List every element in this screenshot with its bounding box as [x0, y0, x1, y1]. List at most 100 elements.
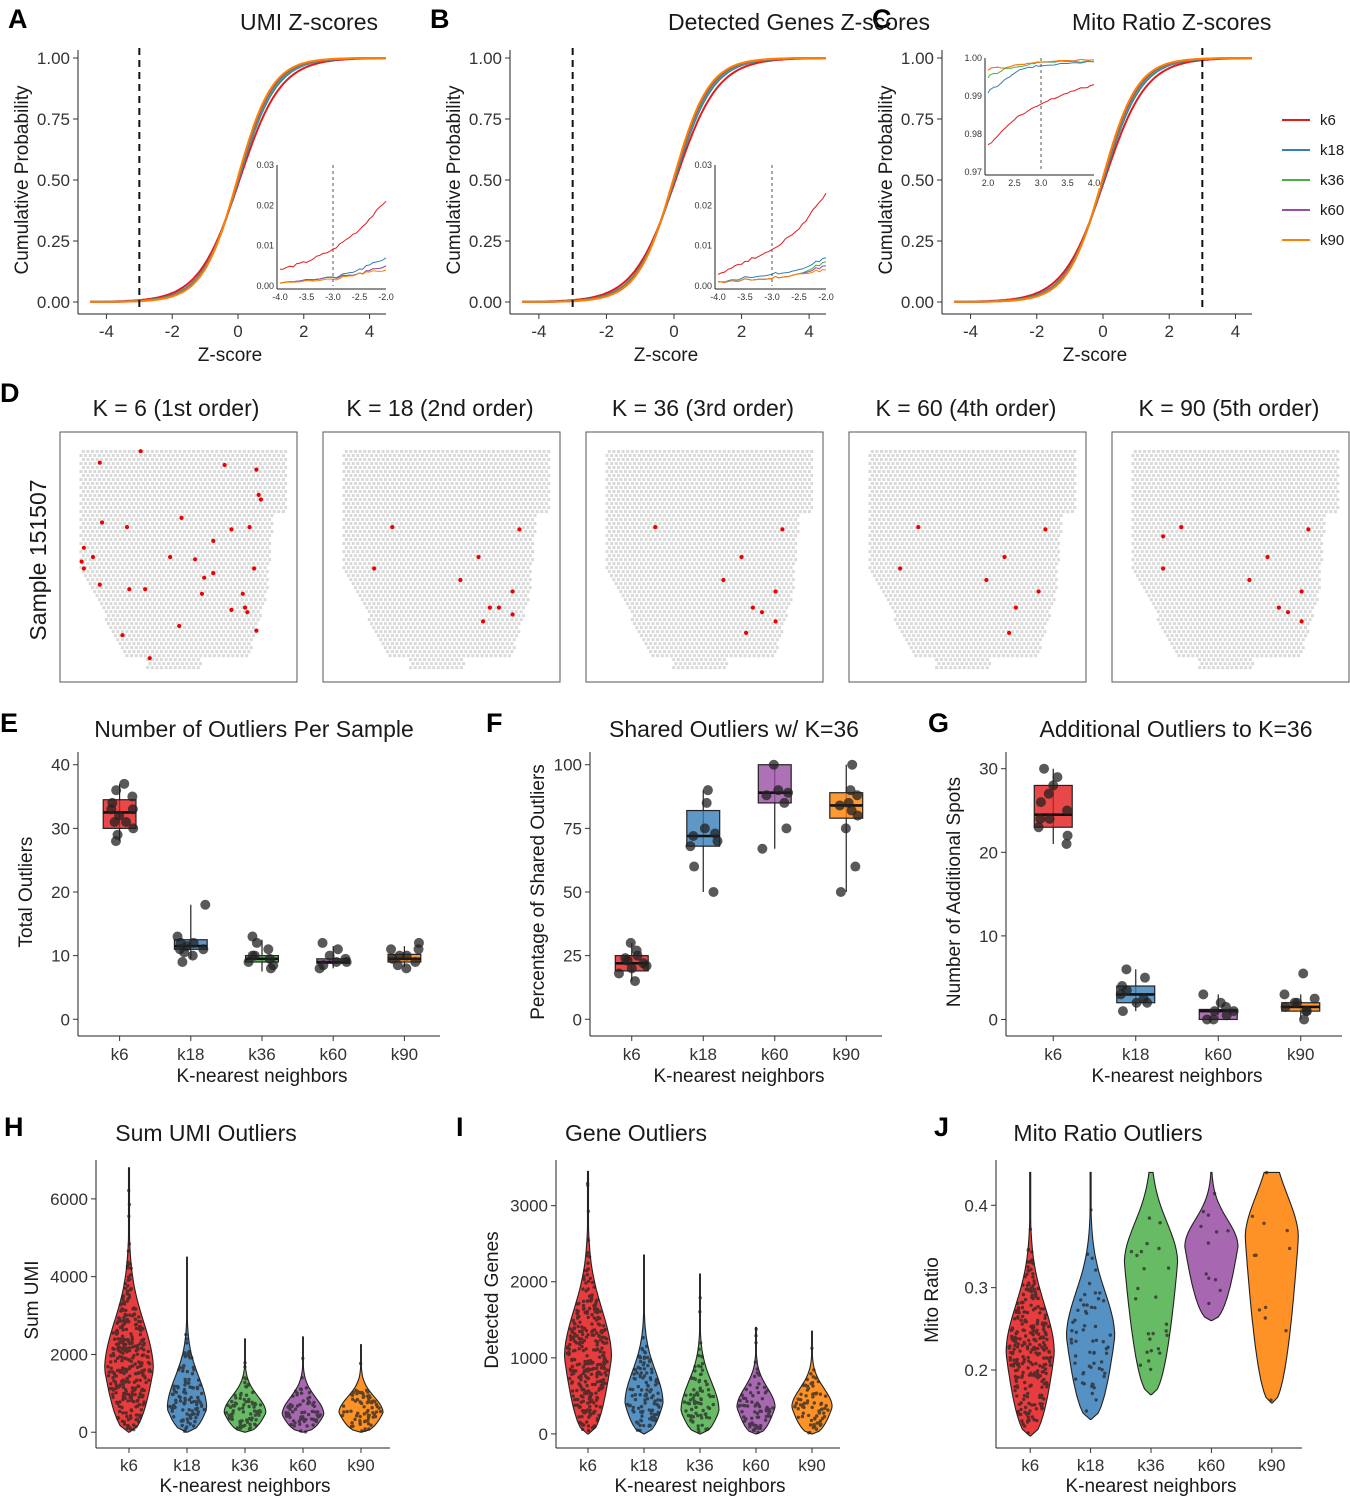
outlier-spot [254, 628, 259, 633]
outlier-spot [1247, 577, 1252, 583]
x-tick-label: 0 [233, 322, 242, 341]
panel-letter-e: E [0, 708, 18, 738]
panel-letter-c: C [872, 4, 892, 34]
data-point [179, 947, 190, 958]
data-point [1228, 1006, 1239, 1017]
tissue-spots [868, 450, 1077, 670]
outlier-spot [1299, 619, 1304, 624]
outlier-spot [898, 566, 903, 571]
inset-line-k6 [987, 84, 1095, 146]
y-tick-label: 20 [51, 883, 70, 902]
y-tick-label: 0.75 [469, 110, 502, 129]
panel-letter-h: H [4, 1112, 24, 1142]
y-tick-label: 0.00 [37, 293, 70, 312]
inset-y-tick-label: 0.03 [256, 160, 274, 170]
chart-title: Gene Outliers [565, 1120, 707, 1146]
y-tick-label: 1.00 [901, 49, 934, 68]
inset-x-tick-label: -4.0 [272, 292, 288, 302]
spatial-title-k90: K = 90 (5th order) [1139, 395, 1320, 421]
inset-y-tick-label: 0.99 [964, 91, 982, 101]
x-tick-label: 2 [737, 322, 746, 341]
data-point [846, 805, 857, 816]
data-point [757, 843, 768, 854]
x-tick-label: k36 [231, 1456, 258, 1475]
inset-y-tick-label: 0.98 [964, 129, 982, 139]
cdf-line-k90 [953, 57, 1252, 303]
outlier-spot [480, 619, 486, 624]
y-tick-label: 0 [79, 1423, 88, 1442]
chart-title: Detected Genes Z-scores [668, 9, 930, 35]
x-tick-label: k6 [1021, 1456, 1039, 1475]
y-axis-label: Mito Ratio [922, 1257, 943, 1343]
y-tick-label: 6000 [50, 1190, 88, 1209]
panel-letter-f: F [486, 708, 503, 738]
data-point [1121, 964, 1132, 975]
outlier-spot [97, 582, 102, 587]
outlier-spot [222, 462, 227, 468]
data-point [689, 861, 700, 872]
jitter-points-k18 [1069, 1208, 1112, 1413]
data-point [318, 960, 329, 971]
chart-title: Sum UMI Outliers [115, 1120, 296, 1146]
data-point [175, 937, 186, 948]
outlier-spot [254, 467, 259, 472]
legend-label: k60 [1320, 202, 1344, 219]
inset-line-k60 [279, 265, 387, 284]
outlier-spot [916, 525, 921, 530]
y-tick-label: 30 [979, 760, 998, 779]
y-tick-label: 10 [51, 947, 70, 966]
y-tick-label: 2000 [50, 1345, 88, 1364]
jitter-points-k18 [625, 1336, 663, 1433]
spatial-map-36 [585, 431, 824, 683]
data-point [331, 957, 342, 967]
panel-letter-a: A [8, 4, 28, 34]
outlier-spot [193, 557, 198, 562]
outlier-spot [240, 591, 245, 596]
chart-title: Number of Outliers Per Sample [94, 716, 414, 742]
outlier-spot [1306, 527, 1311, 532]
data-point [835, 887, 846, 897]
x-tick-label: k90 [833, 1045, 860, 1064]
x-tick-label: k60 [289, 1456, 316, 1475]
outlier-spot [739, 554, 744, 560]
data-point [768, 759, 779, 770]
data-point [761, 790, 772, 801]
outlier-spot [138, 449, 143, 454]
x-tick-label: k36 [248, 1045, 275, 1064]
data-point [840, 823, 851, 834]
jitter-points-k90 [793, 1346, 830, 1435]
x-tick-label: k90 [1287, 1045, 1314, 1064]
inset-background [274, 159, 392, 302]
outlier-spot [211, 571, 216, 576]
data-point [625, 937, 636, 948]
data-point [613, 968, 624, 979]
outlier-spot [721, 577, 726, 583]
x-tick-label: k6 [1044, 1045, 1062, 1064]
data-point [1209, 1006, 1220, 1017]
data-point [1044, 813, 1055, 824]
y-tick-label: 0 [539, 1425, 548, 1444]
outlier-spot [390, 525, 395, 530]
outlier-spot [258, 497, 264, 502]
x-tick-label: k60 [742, 1456, 769, 1475]
x-tick-label: k6 [623, 1045, 641, 1064]
inset-x-tick-label: 2.5 [1008, 178, 1021, 188]
jitter-points-k60 [737, 1327, 775, 1435]
x-tick-label: -4 [99, 322, 114, 341]
inset-x-tick-label: 2.0 [982, 178, 995, 188]
legend-label: k6 [1320, 112, 1336, 129]
outlier-spot [653, 525, 658, 530]
tissue-spots [342, 450, 551, 670]
data-point [1061, 838, 1072, 849]
spatial-map-60 [848, 431, 1087, 683]
outlier-spot [81, 545, 86, 550]
x-tick-label: 0 [669, 322, 678, 341]
outlier-spot [179, 515, 184, 521]
data-point [111, 785, 122, 796]
y-tick-label: 0.75 [901, 110, 934, 129]
inset-line-k18 [717, 257, 827, 283]
tissue-spots [1131, 450, 1340, 670]
inset-line-k90 [717, 269, 827, 283]
x-tick-label: k18 [173, 1456, 200, 1475]
